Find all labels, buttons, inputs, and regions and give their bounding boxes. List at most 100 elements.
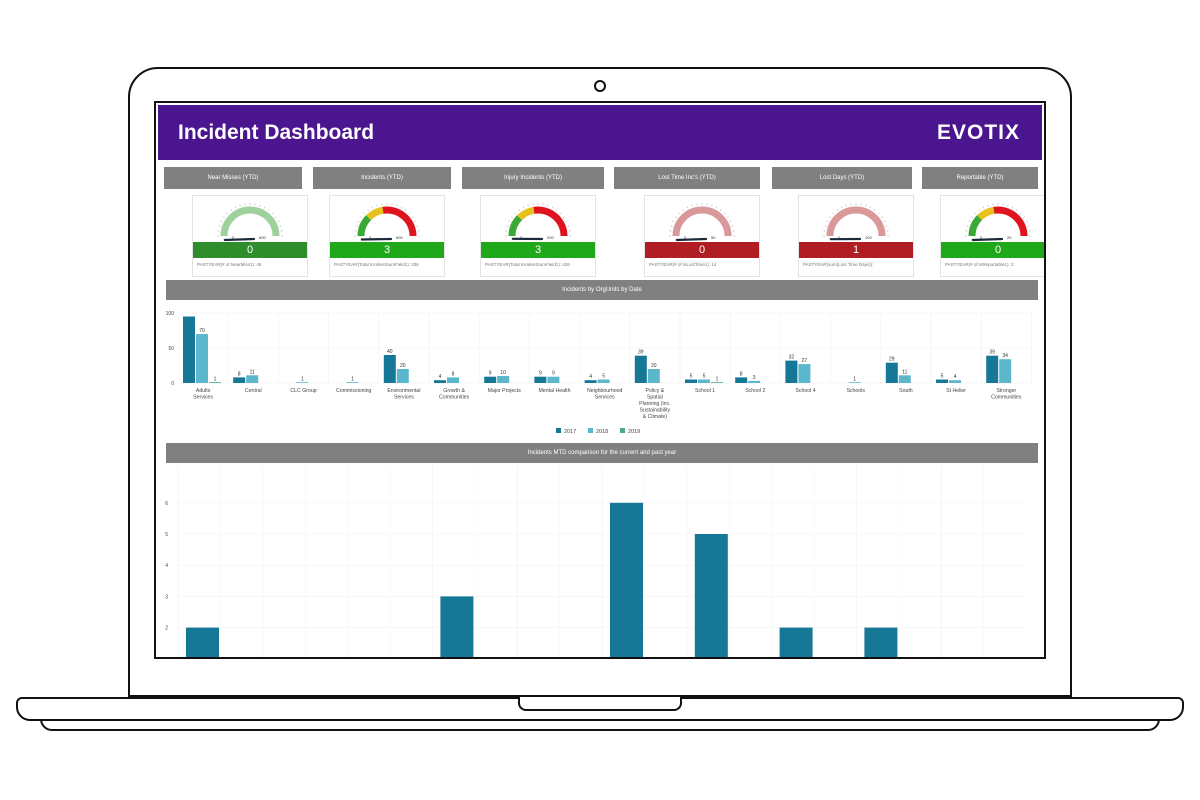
kpi-title: Incidents (YTD)	[313, 167, 451, 189]
gauge-dial: 0 100	[823, 203, 889, 241]
data-label: 8	[238, 371, 241, 377]
gauge-footer: PASTYEAR(# of NearMiss1): 46	[197, 262, 262, 267]
data-label: 20	[651, 363, 657, 369]
camera-icon	[594, 80, 606, 92]
legend-label: 2017	[564, 429, 576, 435]
bar-2018	[647, 369, 660, 383]
gauge-min-label: 0	[369, 235, 372, 240]
gauge-dial: 0 600	[217, 203, 283, 242]
y-tick-label: 4	[165, 563, 168, 569]
gauge-widget[interactable]: 0 50 0 PASTYEAR(# of IsLostTime1): 14	[644, 195, 760, 277]
gauge-min-label: 0	[838, 235, 841, 240]
data-label: 4	[589, 374, 592, 380]
gauge-value: 0	[941, 242, 1044, 258]
bar-2018	[196, 334, 208, 383]
x-tick-label: Growth & Communities	[439, 388, 470, 401]
bar-2017	[183, 316, 195, 383]
legend-swatch	[588, 428, 593, 433]
x-tick-label: Central	[245, 388, 262, 394]
gauge-max-label: 200	[547, 235, 554, 240]
data-label: 5	[703, 374, 706, 380]
gauge-max-label: 600	[259, 235, 266, 240]
data-label: 11	[250, 369, 255, 375]
x-tick-label: Major Projects	[488, 388, 522, 394]
gauge-min-label: 0	[232, 235, 235, 240]
bar-2018	[898, 375, 911, 383]
data-label: 3	[753, 375, 756, 381]
x-tick-label: Commissioning	[336, 388, 372, 394]
gauge-value: 3	[330, 242, 444, 258]
bar-2018	[246, 375, 259, 383]
x-tick-label: Environmental Services	[387, 388, 420, 401]
legend-label: 2019	[628, 429, 640, 435]
data-label: 5	[941, 374, 944, 380]
bar-2018	[396, 369, 409, 383]
bar-2018	[999, 359, 1012, 383]
y-tick-label: 100	[166, 311, 175, 317]
gauge-widget[interactable]: 0 500 3 PASTYEAR(Total IncidentSumField1): …	[329, 195, 445, 277]
data-label: 9	[489, 371, 492, 377]
data-label: 11	[902, 369, 907, 375]
y-tick-label: 2	[165, 626, 168, 632]
gauge-footer: PASTYEAR(sum(Lost Time Days)):	[803, 262, 874, 267]
evotix-logo: EVOTIX	[936, 121, 1020, 144]
chart2-title: Incidents MTD comparison for the current…	[166, 443, 1038, 463]
x-tick-label: Stronger Communities	[991, 388, 1022, 401]
kpi-title: Near Misses (YTD)	[164, 167, 302, 189]
bar-2018	[346, 382, 359, 383]
data-label: 39	[989, 350, 995, 356]
bar-current	[694, 534, 728, 657]
bar-2018	[296, 382, 309, 383]
data-label: 32	[789, 355, 795, 361]
x-tick-label: School 4	[795, 388, 815, 394]
x-tick-label: CLC Group	[290, 388, 316, 394]
bar-2018	[798, 364, 811, 383]
gauge-widget[interactable]: 0 100 1 PASTYEAR(sum(Lost Time Days)):	[798, 195, 914, 277]
kpi-card: Lost Days (YTD) 0 100 1 PASTYEAR(sum(Lost Ti…	[772, 167, 914, 277]
gauge-value: 3	[481, 242, 595, 258]
x-tick-label: Neighbourhood Services	[587, 388, 623, 401]
kpi-title: Lost Days (YTD)	[772, 167, 912, 189]
gauge-max-label: 100	[865, 235, 872, 240]
bar-2017	[885, 362, 898, 383]
gauge-needle	[223, 237, 256, 242]
gauge-dial: 0 200	[505, 203, 571, 241]
bar-2018	[748, 380, 761, 383]
legend-swatch	[556, 428, 561, 433]
kpi-card: Incidents (YTD) 0 500 3 PASTYEAR(Total Incid…	[313, 167, 451, 277]
gauge-widget[interactable]: 0 600 0 PASTYEAR(# of NearMiss1): 46	[192, 195, 308, 277]
bar-current	[864, 627, 898, 657]
y-tick-label: 0	[171, 381, 174, 387]
gauge-value: 0	[193, 242, 307, 258]
bar-2017	[534, 376, 547, 383]
bar-2019	[209, 382, 221, 383]
bar-current	[610, 502, 643, 657]
page-title: Incident Dashboard	[178, 121, 375, 144]
gauge-widget[interactable]: 0 25 0 PASTYEAR(# of IsReportable1): 3	[940, 195, 1044, 277]
bar-2017	[584, 380, 597, 383]
data-label: 4	[954, 374, 957, 380]
gauge-dial: 0 25	[965, 203, 1031, 242]
y-tick-label: 5	[165, 532, 168, 538]
x-tick-label: School 1	[695, 388, 715, 394]
data-label: 27	[802, 358, 808, 364]
gauge-min-label: 0	[520, 235, 523, 240]
gauge-needle	[971, 237, 1004, 242]
data-label: 9	[552, 371, 555, 377]
bar-2017	[233, 377, 246, 383]
bar-current	[779, 627, 813, 657]
gauge-footer: PASTYEAR(# of IsLostTime1): 14	[649, 262, 717, 267]
data-label: 70	[199, 328, 205, 334]
data-label: 34	[1002, 353, 1008, 359]
bar-2018	[547, 376, 560, 383]
bar-2018	[447, 377, 459, 383]
gauge-max-label: 50	[711, 235, 716, 240]
bar-current	[440, 596, 474, 657]
y-tick-label: 1	[165, 657, 168, 659]
gauge-value: 1	[799, 242, 913, 258]
bar-2017	[484, 376, 497, 383]
gauge-widget[interactable]: 0 200 3 PASTYEAR(Total IncidentSumField1): …	[480, 195, 596, 277]
gauge-max-label: 25	[1007, 235, 1012, 240]
x-tick-label: South	[899, 388, 913, 394]
